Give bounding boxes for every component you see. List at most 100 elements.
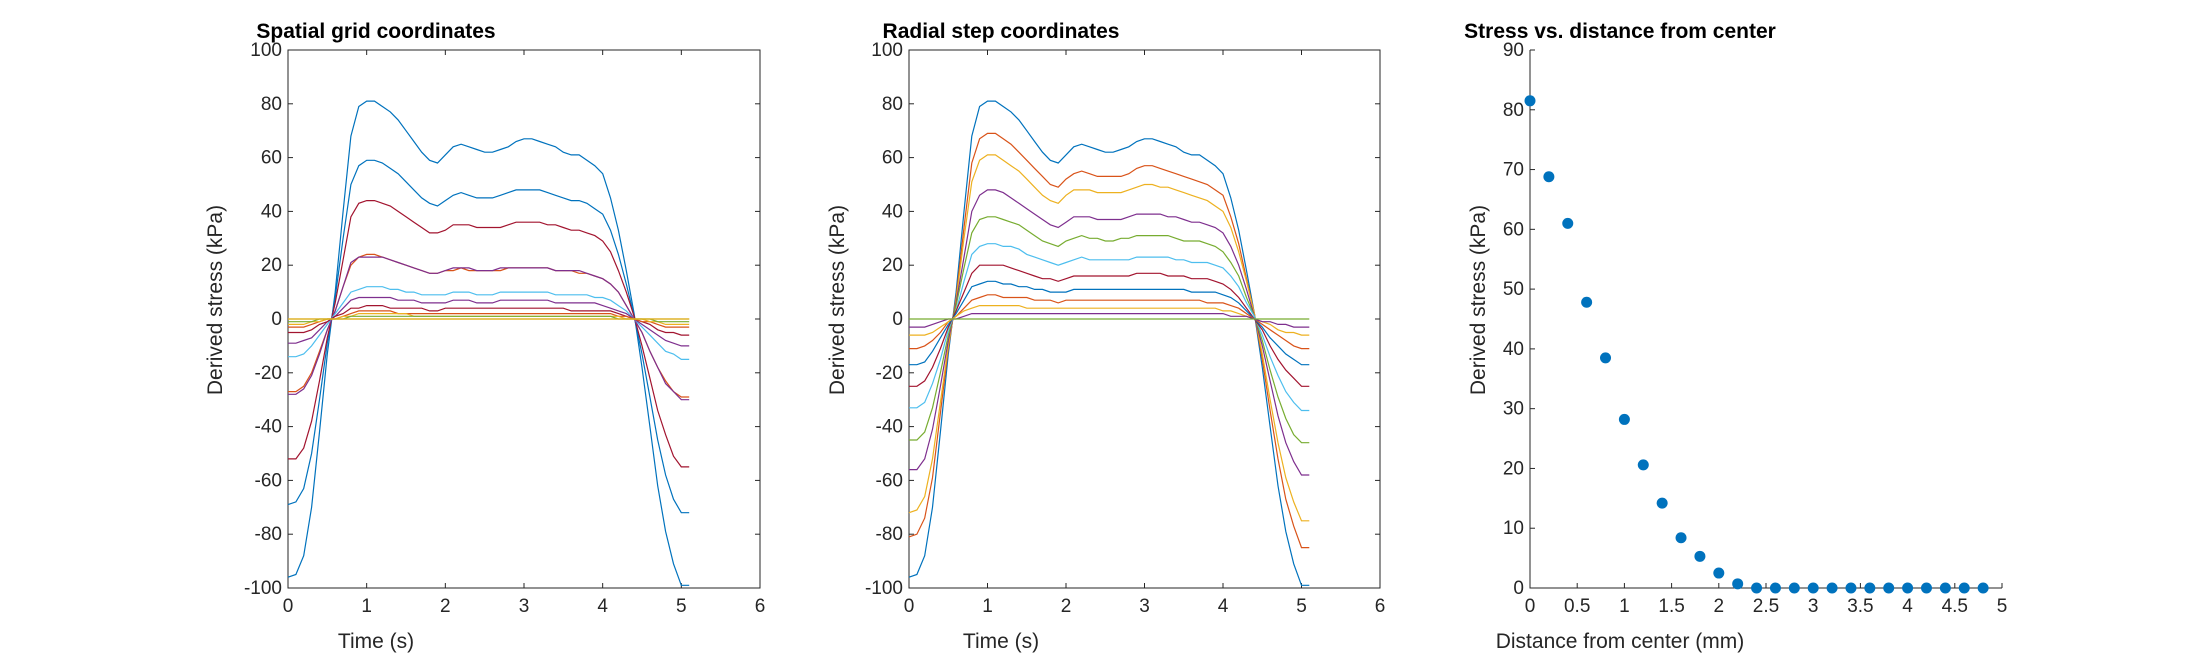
x-axis-label: Time (s) [963,630,1039,653]
y-tick-label: 60 [1503,219,1524,240]
y-tick-label: 70 [1503,160,1524,181]
y-tick-label: -40 [255,417,282,438]
x-tick-label: 1 [982,596,993,617]
plot-area: 0 1 2 3 4 5 6 100 80 60 40 20 0 -20 -40 -60 -80 -100 [244,40,765,617]
axes-box [1529,50,2002,589]
data-point [1562,217,1574,229]
data-point [1807,582,1819,594]
x-tick-label: 5 [1296,596,1307,617]
y-tick-label: 0 [892,309,903,330]
y-tick-label: 80 [882,94,903,115]
x-tick-label: 2 [1061,596,1072,617]
chart-stress-vs-distance: Stress vs. distance from center Derived … [1464,20,2007,653]
x-tick-label: 6 [1375,596,1386,617]
series-line-5 [909,216,1310,444]
y-tick-label: 10 [1503,518,1524,539]
y-tick-label: 20 [261,255,282,276]
data-point [1769,582,1781,594]
data-point [1845,582,1857,594]
x-tick-label: 6 [755,596,766,617]
x-tick-label: 0 [904,596,915,617]
chart-title: Spatial grid coordinates [256,20,495,43]
y-tick-label: -80 [876,524,903,545]
data-point [1656,497,1668,509]
chart-title: Stress vs. distance from center [1464,20,1776,43]
x-tick-label: 4 [1218,596,1229,617]
y-axis-label: Derived stress (kPa) [826,205,849,395]
data-point [1751,582,1763,594]
y-tick-label: 40 [261,201,282,222]
data-point [1637,459,1649,471]
y-tick-label: -100 [244,578,282,599]
y-tick-label: 80 [1503,100,1524,121]
y-axis-label: Derived stress (kPa) [204,205,227,395]
x-tick-label: 3 [1808,596,1819,617]
data-point [1581,296,1593,308]
data-point [1713,567,1725,579]
y-tick-label: 0 [1513,578,1524,599]
y-tick-label: 30 [1503,399,1524,420]
y-tick-label: 90 [1503,40,1524,61]
y-tick-label: 50 [1503,279,1524,300]
series-line-4 [288,253,690,398]
x-tick-label: 0.5 [1564,596,1590,617]
chart-spatial-grid: Spatial grid coordinates Derived stress … [204,20,765,653]
x-tick-label: 3 [519,596,530,617]
y-tick-label: -60 [876,470,903,491]
x-tick-label: 0 [1525,596,1536,617]
y-tick-label: -100 [865,578,903,599]
data-point [1788,582,1800,594]
x-tick-label: 2 [1714,596,1725,617]
data-point [1977,582,1989,594]
y-tick-label: 100 [250,40,282,61]
series-line-7 [288,296,690,347]
series-line-9 [909,294,1310,350]
chart-radial-step: Radial step coordinates Derived stress (… [826,20,1385,653]
data-point [1939,582,1951,594]
series-line-3 [908,154,1310,522]
data-point [1864,582,1876,594]
y-tick-label: 40 [882,201,903,222]
series-line-1 [908,100,1310,586]
series-line-5 [288,256,690,401]
x-tick-label: 5 [676,596,687,617]
data-point [1826,582,1838,594]
series-line-11 [909,313,1310,328]
y-tick-label: -20 [876,363,903,384]
series-line-3 [288,200,690,468]
x-tick-label: 4.5 [1942,596,1968,617]
series-line-8 [288,305,690,336]
series-line-7 [909,264,1310,387]
data-point [1958,582,1970,594]
x-tick-label: 4 [1902,596,1913,617]
data-point [1902,582,1914,594]
data-point [1600,352,1612,364]
data-point [1883,582,1895,594]
data-point [1618,413,1630,425]
series-line-4 [909,189,1310,476]
y-axis-label: Derived stress (kPa) [1467,205,1490,395]
y-tick-label: 60 [882,148,903,169]
y-tick-label: -60 [255,470,282,491]
y-tick-label: 0 [271,309,282,330]
x-tick-label: 1.5 [1658,596,1684,617]
data-point [1694,550,1706,562]
x-tick-label: 3 [1139,596,1150,617]
y-tick-label: 40 [1503,339,1524,360]
y-tick-label: 80 [261,94,282,115]
data-point [1732,578,1744,590]
series-line-2 [287,159,690,514]
data-point [1524,95,1536,107]
y-tick-label: 100 [871,40,903,61]
plot-area: 0 0.5 1 1.5 2 2.5 3 3.5 4 4.5 5 90 80 70 60 50 40 30 20 10 0 [1503,40,2007,617]
series-line-6 [909,243,1310,412]
y-tick-label: -20 [255,363,282,384]
y-tick-label: 20 [882,255,903,276]
series-line-10 [909,305,1310,336]
x-tick-label: 1 [1619,596,1630,617]
x-axis-label: Time (s) [338,630,414,653]
series-line-1 [287,100,690,586]
x-tick-label: 2 [440,596,451,617]
series-line-2 [908,132,1310,549]
x-axis-label: Distance from center (mm) [1496,630,1745,653]
